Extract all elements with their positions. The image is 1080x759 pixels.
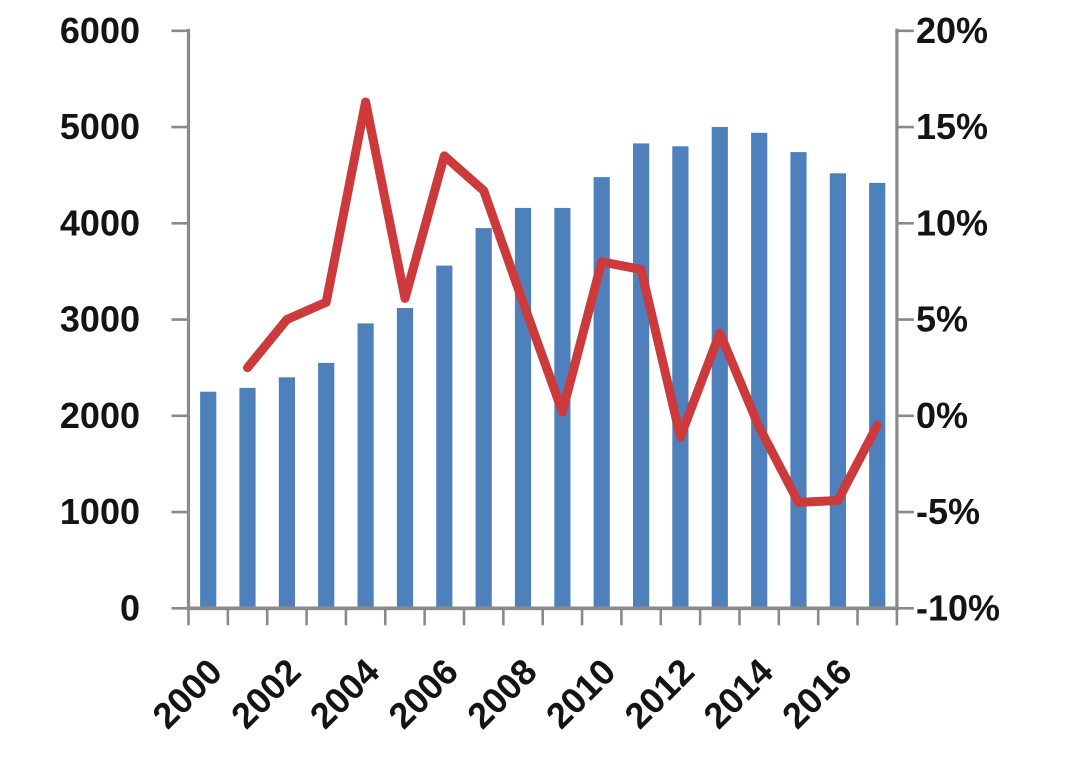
bar-2006: [436, 265, 453, 609]
bar-2016: [829, 173, 846, 609]
bar-2004: [357, 323, 374, 609]
axes-group: [171, 28, 914, 626]
y-right-label-10%: 10%: [916, 202, 988, 243]
bar-2008: [514, 207, 532, 609]
bar-2015: [790, 152, 807, 609]
bar-2013: [711, 127, 728, 609]
y-right-label-20%: 20%: [916, 10, 988, 51]
y-left-label-4000: 4000: [60, 202, 140, 243]
x-label-2004: 2004: [302, 651, 388, 737]
bar-2005: [396, 308, 414, 609]
bar-2007: [475, 228, 492, 609]
x-label-2006: 2006: [380, 651, 466, 737]
y-left-label-1000: 1000: [60, 491, 140, 532]
y-right-label-0%: 0%: [916, 395, 968, 436]
y-right-label--5%: -5%: [916, 491, 980, 532]
growth-line-group: [243, 97, 882, 507]
y-left-label-2000: 2000: [60, 395, 140, 436]
x-label-2000: 2000: [144, 651, 230, 737]
y-left-label-5000: 5000: [60, 106, 140, 147]
x-label-2014: 2014: [695, 651, 781, 737]
bar-2012: [672, 146, 689, 609]
y-right-label-5%: 5%: [916, 299, 968, 340]
y-right-label--10%: -10%: [916, 587, 1000, 628]
bar-2000: [200, 391, 217, 609]
y-left-label-6000: 6000: [60, 10, 140, 51]
y-right-label-15%: 15%: [916, 106, 988, 147]
bars-group: [200, 127, 886, 609]
bar-2017: [869, 182, 886, 609]
bar-2003: [318, 362, 335, 609]
bar-2002: [278, 377, 295, 609]
x-label-2008: 2008: [459, 651, 545, 737]
x-label-2002: 2002: [223, 651, 309, 737]
y-left-label-3000: 3000: [60, 299, 140, 340]
bar-2011: [633, 143, 650, 609]
x-label-2016: 2016: [774, 651, 860, 737]
y-left-label-0: 0: [120, 587, 140, 628]
bar-2010: [593, 177, 610, 609]
bar-2014: [751, 132, 768, 609]
x-label-2012: 2012: [616, 651, 702, 737]
bar-2001: [239, 387, 256, 609]
x-label-2010: 2010: [538, 651, 624, 737]
growth-line: [243, 97, 882, 507]
